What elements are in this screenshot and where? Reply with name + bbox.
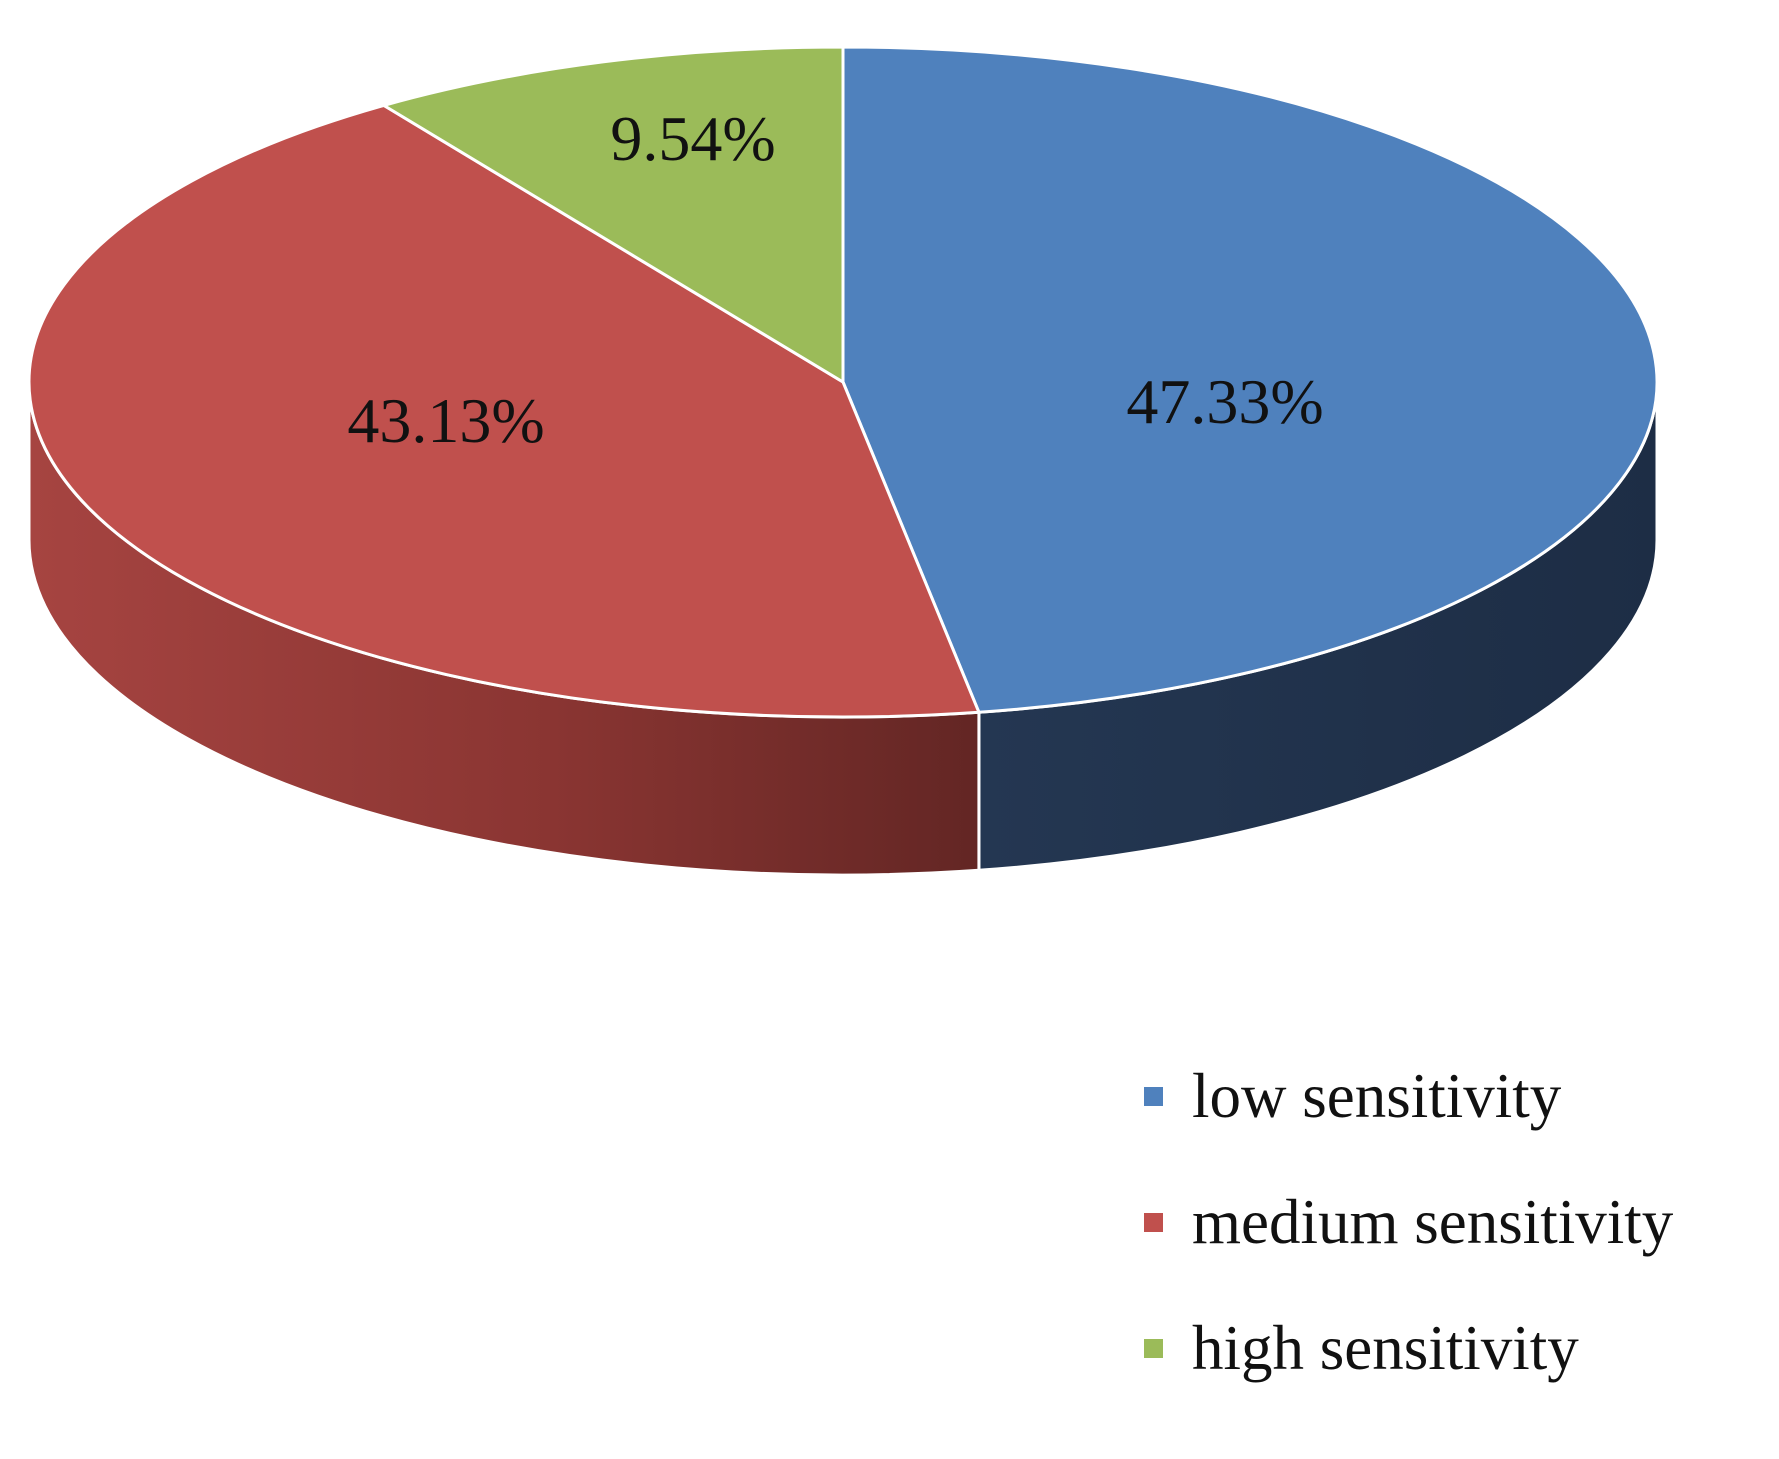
data-label-medium-sensitivity: 43.13% — [347, 385, 544, 456]
legend-label-low-sensitivity: low sensitivity — [1192, 1061, 1562, 1131]
legend-swatch-low-sensitivity — [1144, 1087, 1163, 1106]
data-label-low-sensitivity: 47.33% — [1126, 366, 1323, 437]
slice-labels: 47.33% 43.13% 9.54% — [347, 103, 1323, 456]
legend-item-low-sensitivity: low sensitivity — [1144, 1061, 1562, 1131]
slice-low-sensitivity — [841, 45, 1659, 714]
legend: low sensitivity medium sensitivity high se… — [1144, 1061, 1674, 1383]
legend-label-high-sensitivity: high sensitivity — [1192, 1313, 1579, 1383]
pie-slices — [27, 45, 1659, 719]
legend-item-medium-sensitivity: medium sensitivity — [1144, 1187, 1674, 1257]
data-label-high-sensitivity: 9.54% — [610, 103, 775, 174]
slice-high-sensitivity — [382, 45, 845, 384]
slice-medium-sensitivity — [27, 103, 981, 719]
legend-item-high-sensitivity: high sensitivity — [1144, 1313, 1579, 1383]
legend-label-medium-sensitivity: medium sensitivity — [1192, 1187, 1674, 1257]
legend-swatch-high-sensitivity — [1144, 1339, 1163, 1358]
legend-swatch-medium-sensitivity — [1144, 1213, 1163, 1232]
